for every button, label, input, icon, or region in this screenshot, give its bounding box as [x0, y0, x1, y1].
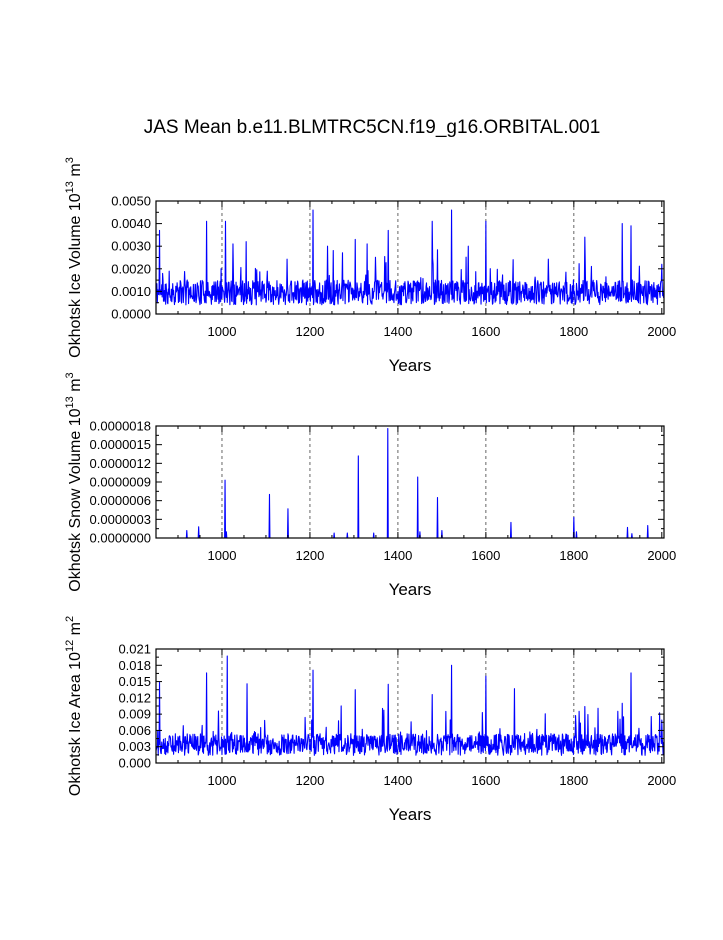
- x-axis-label: Years: [389, 805, 432, 824]
- y-tick-label: 0.0000015: [90, 437, 151, 452]
- y-axis-label-text: Okhotsk Ice Area 10: [67, 652, 84, 796]
- y-tick-label: 0.0000009: [90, 475, 151, 490]
- snow-volume-series-line: [155, 427, 665, 539]
- y-axis-label: Okhotsk Snow Volume 1013 m3: [64, 372, 84, 591]
- x-tick-label-2000: 2000: [647, 548, 676, 563]
- y-axis-label-unit-exponent: 2: [64, 616, 76, 622]
- y-axis-label: Okhotsk Ice Volume 1013 m3: [64, 157, 84, 358]
- y-axis-label-exponent: 12: [64, 640, 76, 652]
- y-axis-label-exponent: 13: [64, 396, 76, 408]
- y-tick-label: 0.0030: [111, 239, 151, 254]
- x-tick-label-1200: 1200: [295, 548, 324, 563]
- y-axis-label-text: Okhotsk Ice Volume 10: [67, 193, 84, 358]
- y-tick-label: 0.0000000: [90, 531, 151, 546]
- y-tick-label: 0.0000018: [90, 419, 151, 434]
- gridlines: [221, 426, 575, 538]
- y-tick-label: 0.0050: [111, 194, 151, 209]
- x-tick-label-2000: 2000: [647, 324, 676, 339]
- x-tick-label-1400: 1400: [383, 548, 412, 563]
- y-axis-label-unit: m: [67, 163, 84, 181]
- x-tick-label-1200: 1200: [295, 773, 324, 788]
- x-tick-label-1800: 1800: [559, 773, 588, 788]
- y-tick-label: 0.012: [118, 690, 151, 705]
- y-tick-label: 0.0000003: [90, 512, 151, 527]
- x-tick-label-2000: 2000: [647, 773, 676, 788]
- y-axis-label-exponent: 13: [64, 181, 76, 193]
- axis-ticks: 1000 1200 1400 1600 1800 20000.0000.0030.0060…: [118, 642, 676, 789]
- panel-ice-volume: 1000 1200 1400 1600 1800 2000 0.0000 0.0010 0.00…: [64, 157, 676, 375]
- y-axis-label: Okhotsk Ice Area 1012 m2: [64, 616, 84, 796]
- x-tick-label-1600: 1600: [471, 548, 500, 563]
- axis-ticks: 1000 1200 1400 1600 1800 2000 0.0000000 0.00000…: [90, 419, 677, 564]
- y-tick-label: 0.009: [118, 707, 151, 722]
- y-tick-label: 0.021: [118, 642, 151, 657]
- figure-title: JAS Mean b.e11.BLMTRC5CN.f19_g16.ORBITAL…: [144, 117, 601, 138]
- x-tick-label-1600: 1600: [471, 324, 500, 339]
- y-tick-label: 0.015: [118, 674, 151, 689]
- x-axis-label: Years: [389, 580, 432, 599]
- y-tick-label: 0.018: [118, 658, 151, 673]
- y-tick-label: 0.003: [118, 739, 151, 754]
- x-tick-label-1000: 1000: [208, 548, 237, 563]
- y-axis-label-unit-exponent: 3: [64, 157, 76, 163]
- axis-ticks: 1000 1200 1400 1600 1800 2000 0.0000 0.0010 0.00…: [111, 194, 676, 340]
- y-tick-label: 0.006: [118, 723, 151, 738]
- x-axis-label: Years: [389, 356, 432, 375]
- ice-area-series-line: [155, 655, 665, 756]
- panel-snow-volume: 1000 1200 1400 1600 1800 2000 0.0000000 0.00000…: [64, 372, 676, 599]
- x-tick-label-1800: 1800: [559, 548, 588, 563]
- y-tick-label: 0.0020: [111, 261, 151, 276]
- x-tick-label-1000: 1000: [208, 324, 237, 339]
- x-tick-label-1200: 1200: [295, 324, 324, 339]
- y-tick-label: 0.0000006: [90, 493, 151, 508]
- y-axis-label-unit: m: [67, 622, 84, 640]
- panel-ice-area: 1000 1200 1400 1600 1800 20000.0000.0030.0060…: [64, 616, 676, 824]
- x-tick-label-1800: 1800: [559, 324, 588, 339]
- plot-frame: [155, 425, 665, 539]
- y-tick-label: 0.0000: [111, 307, 151, 322]
- y-tick-label: 0.0010: [111, 284, 151, 299]
- y-axis-label-unit: m: [67, 378, 84, 396]
- y-axis-label-text: Okhotsk Snow Volume 10: [67, 408, 84, 591]
- y-tick-label: 0.0040: [111, 216, 151, 231]
- y-tick-label: 0.0000012: [90, 456, 151, 471]
- x-tick-label-1400: 1400: [383, 324, 412, 339]
- x-tick-label-1000: 1000: [208, 773, 237, 788]
- y-tick-label: 0.000: [118, 756, 151, 771]
- x-tick-label-1400: 1400: [383, 773, 412, 788]
- x-tick-label-1600: 1600: [471, 773, 500, 788]
- y-axis-label-unit-exponent: 3: [64, 372, 76, 378]
- ice-volume-series-line: [155, 209, 665, 306]
